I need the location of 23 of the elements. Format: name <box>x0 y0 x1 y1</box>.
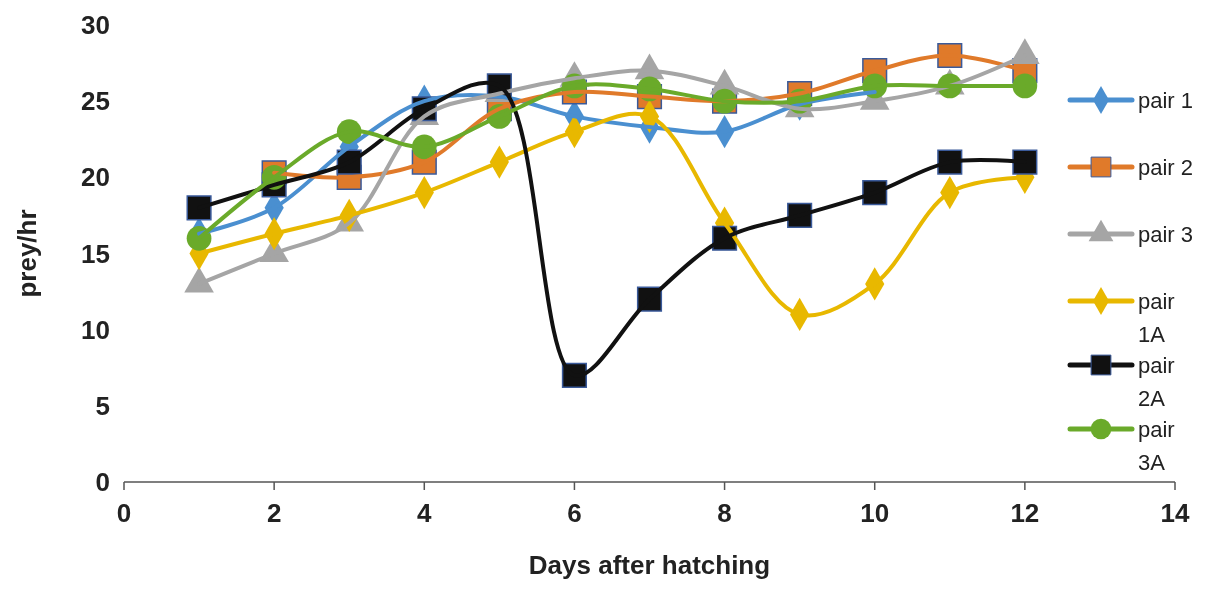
legend-label: pair 2 <box>1138 155 1194 180</box>
y-axis-title: prey/hr <box>12 209 42 298</box>
point <box>186 195 212 221</box>
y-tick-label: 10 <box>81 314 110 345</box>
legend-label: pair 3 <box>1138 222 1194 247</box>
x-tick-label: 0 <box>116 498 132 528</box>
y-tick-label: 20 <box>81 162 110 193</box>
y-tick-label: 5 <box>95 390 110 421</box>
x-axis-title: Days after hatching <box>528 550 771 580</box>
x-tick-label: 4 <box>417 498 433 528</box>
x-tick-label: 14 <box>1160 498 1190 528</box>
legend-label: pair 1 <box>1138 88 1194 113</box>
y-tick-label: 0 <box>95 467 110 497</box>
y-tick-label: 30 <box>81 10 110 40</box>
y-tick-label: 15 <box>81 238 110 269</box>
x-tick-label: 8 <box>717 498 732 528</box>
x-tick-label: 6 <box>567 498 582 528</box>
legend-label: pair 3A <box>1138 417 1175 475</box>
x-tick-label: 2 <box>266 498 282 528</box>
x-tick-label: 10 <box>860 498 890 528</box>
point <box>1012 149 1038 175</box>
y-tick-label: 25 <box>81 86 110 117</box>
x-tick-label: 12 <box>1010 498 1040 528</box>
